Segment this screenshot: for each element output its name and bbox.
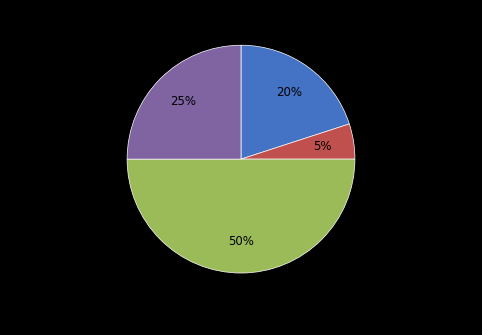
Text: 5%: 5% <box>313 140 331 153</box>
Text: 50%: 50% <box>228 234 254 248</box>
Wedge shape <box>127 159 355 273</box>
Wedge shape <box>127 45 241 159</box>
Wedge shape <box>241 124 355 159</box>
Text: 25%: 25% <box>170 94 196 108</box>
Wedge shape <box>241 45 349 159</box>
Text: 20%: 20% <box>276 86 302 99</box>
